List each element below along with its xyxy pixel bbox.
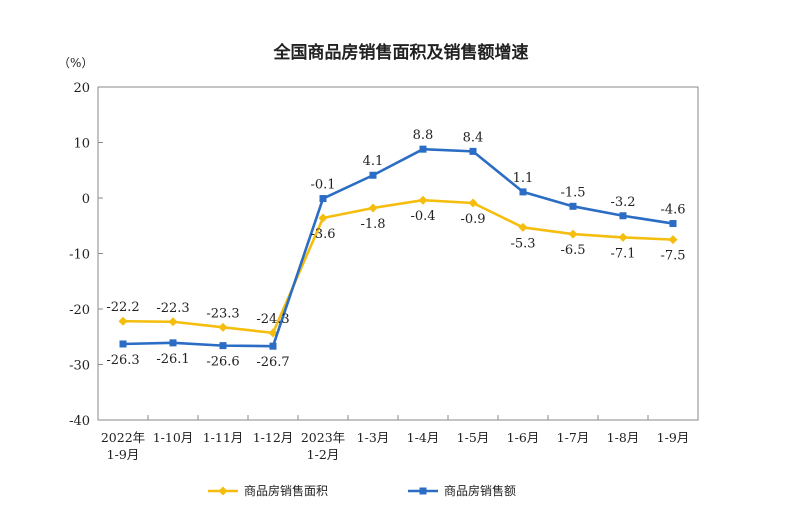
data-point [268, 328, 278, 338]
data-point [218, 322, 228, 332]
data-label: 8.8 [413, 128, 434, 143]
x-tick-label: 2023年 [301, 430, 345, 445]
data-label: -23.3 [206, 306, 239, 321]
y-tick-label: 0 [82, 192, 90, 207]
series-layer [118, 145, 678, 350]
data-point [319, 195, 327, 203]
legend-label: 商品房销售额 [444, 483, 516, 498]
y-tick-label: -20 [69, 303, 90, 318]
x-tick-label: 1-10月 [153, 430, 194, 445]
x-tick-label: 1-2月 [307, 447, 340, 462]
data-label: -0.1 [310, 178, 335, 193]
data-label: -5.3 [510, 236, 535, 251]
x-tick-label: 1-6月 [507, 430, 540, 445]
x-tick-label: 1-4月 [407, 430, 440, 445]
data-label: -0.4 [410, 209, 435, 224]
data-label: -6.5 [560, 243, 585, 258]
data-point [118, 316, 128, 326]
data-point [418, 195, 428, 205]
data-label: -1.8 [360, 217, 385, 232]
data-label: -3.2 [610, 195, 635, 210]
y-axis: 20 10 0 -10 -20 -30 -40 [69, 81, 103, 429]
x-tick-label: 1-8月 [607, 430, 640, 445]
data-label: -0.9 [460, 212, 485, 227]
x-tick-label: 1-9月 [657, 430, 690, 445]
data-point [618, 232, 628, 242]
x-tick-label: 1-11月 [203, 430, 244, 445]
x-tick-label: 1-5月 [457, 430, 490, 445]
data-label: -7.1 [610, 246, 635, 261]
data-point [369, 171, 377, 179]
data-label: -26.3 [106, 353, 139, 368]
data-point [619, 212, 627, 220]
data-label: -4.6 [660, 203, 685, 218]
data-point [168, 317, 178, 327]
x-tick-label: 2022年 [101, 430, 145, 445]
data-point [518, 222, 528, 232]
data-point [419, 145, 427, 153]
data-label: -1.5 [560, 185, 585, 200]
series-line-1 [122, 147, 674, 348]
data-label: -24.3 [256, 312, 289, 327]
x-tick-label: 1-7月 [557, 430, 590, 445]
data-point [668, 235, 678, 245]
chart-title: 全国商品房销售面积及销售额增速 [273, 42, 529, 63]
x-tick-label: 1-9月 [107, 447, 140, 462]
data-label: 8.4 [463, 130, 484, 145]
plot-frame [97, 86, 699, 421]
series-line-0 [122, 198, 674, 335]
data-point [568, 229, 578, 239]
legend-marker [218, 486, 228, 496]
data-label: 1.1 [513, 171, 534, 186]
data-label: -22.3 [156, 301, 189, 316]
data-labels: -22.2 -22.3 -23.3 -24.3 -3.6 -1.8 -0.4 -0.9 -5.3… [106, 128, 685, 370]
data-label: -7.5 [660, 249, 685, 264]
data-point [468, 198, 478, 208]
x-tick-label: 1-3月 [357, 430, 390, 445]
x-axis: 2022年 1-9月 1-10月 1-11月 1-12月 2023年 1-2月 1-3月 1-4… [101, 415, 689, 462]
data-label: -26.1 [156, 352, 189, 367]
data-point [269, 342, 277, 350]
data-point [368, 203, 378, 213]
data-label: 4.1 [363, 154, 384, 169]
x-tick-label: 1-12月 [253, 430, 294, 445]
data-point [469, 147, 477, 155]
data-point [219, 342, 227, 350]
y-unit-label: （%） [58, 56, 93, 70]
data-point [569, 202, 577, 210]
legend: 商品房销售面积 商品房销售额 [208, 483, 516, 498]
y-tick-label: -40 [69, 414, 90, 429]
data-label: -3.6 [310, 227, 335, 242]
data-label: -26.7 [256, 355, 289, 370]
legend-marker [419, 487, 427, 495]
data-point [318, 213, 328, 223]
y-tick-label: -30 [69, 359, 90, 374]
data-point [519, 188, 527, 196]
y-tick-label: -10 [69, 248, 90, 263]
data-label: -26.6 [206, 355, 239, 370]
y-tick-label: 10 [73, 137, 90, 152]
data-point [169, 339, 177, 347]
data-point [119, 340, 127, 348]
legend-label: 商品房销售面积 [244, 483, 328, 498]
data-label: -22.2 [106, 300, 139, 315]
data-point [669, 220, 677, 228]
y-tick-label: 20 [73, 81, 90, 96]
